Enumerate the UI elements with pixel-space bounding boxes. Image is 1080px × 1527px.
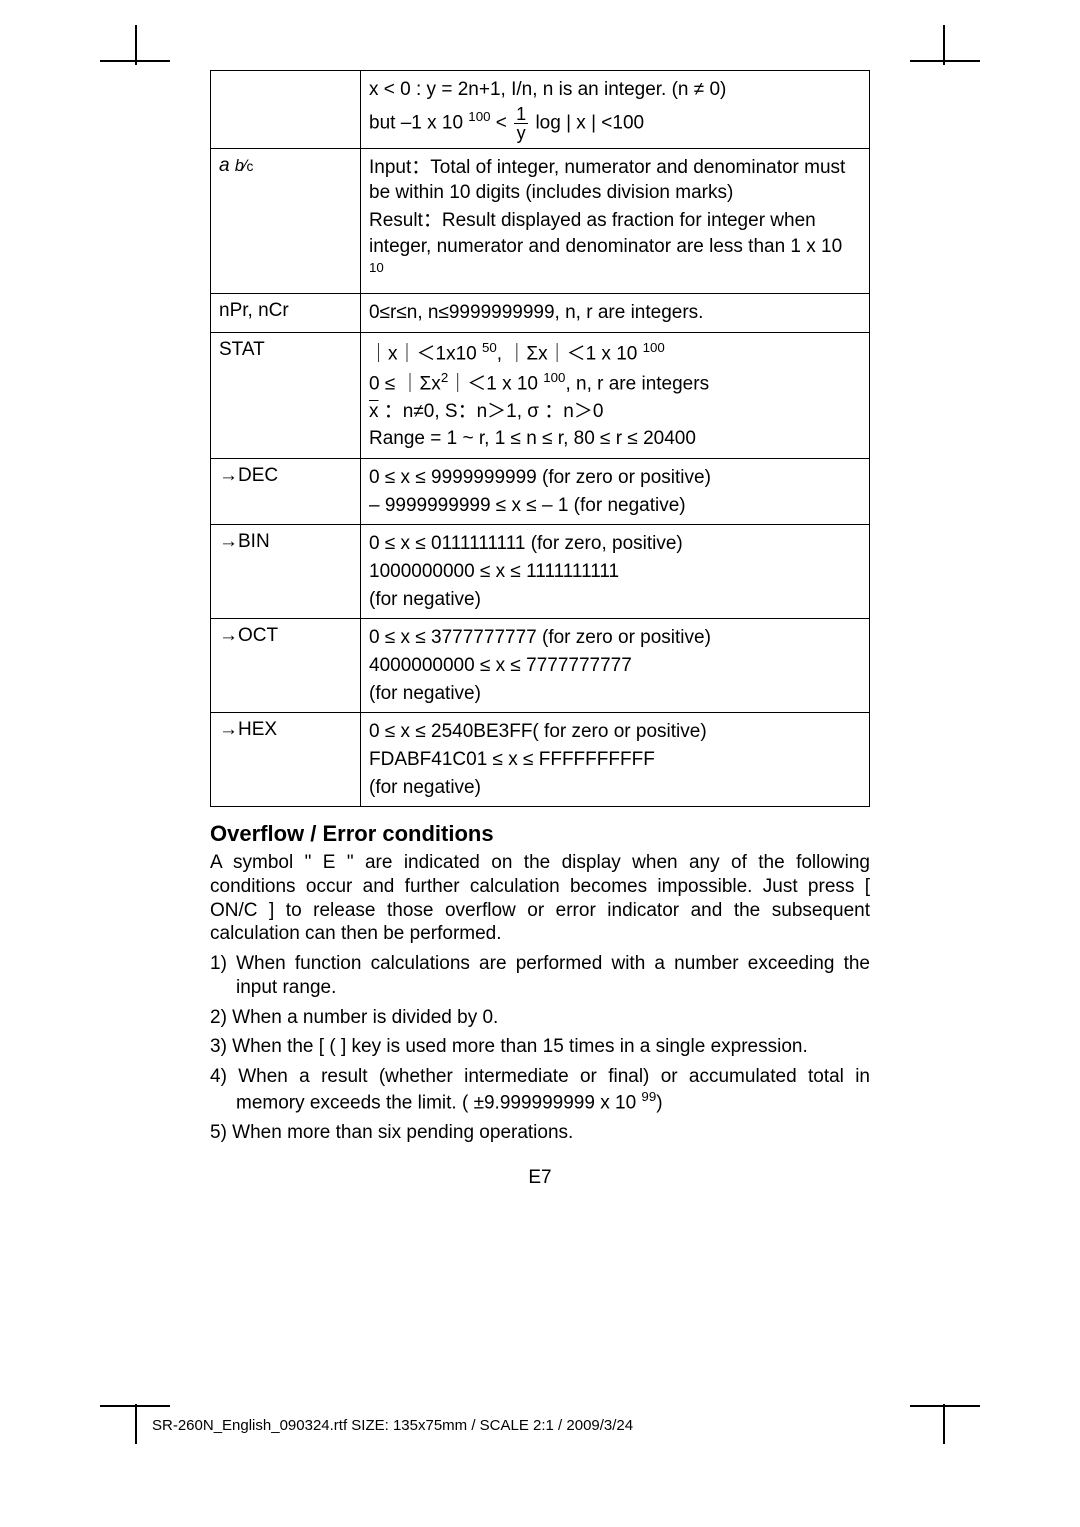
page-number: E7 (210, 1167, 870, 1189)
table-right-cell: 0≤r≤n, n≤9999999999, n, r are integers. (361, 294, 870, 333)
condition-list-item: 3) When the [ ( ] key is used more than … (210, 1035, 870, 1059)
condition-list-item: 4) When a result (whether intermediate o… (210, 1065, 870, 1115)
table-right-cell: x < 0 : y = 2n+1, I/n, n is an integer. … (361, 71, 870, 149)
crop-vmark-bottom-left (135, 1404, 137, 1444)
table-left-cell: →DEC (211, 459, 361, 525)
table-right-cell: Input：Total of integer, numerator and de… (361, 148, 870, 294)
table-left-cell: STAT (211, 332, 361, 458)
overflow-paragraph: A symbol " E " are indicated on the disp… (210, 851, 870, 946)
table-left-cell: nPr, nCr (211, 294, 361, 333)
condition-list-item: 1) When function calculations are perfor… (210, 952, 870, 1000)
table-right-cell: 0 ≤ x ≤ 2540BE3FF( for zero or positive)… (361, 713, 870, 807)
table-left-cell: →OCT (211, 619, 361, 713)
table-left-cell (211, 71, 361, 149)
crop-mark-top-right (910, 60, 980, 62)
condition-list-item: 2) When a number is divided by 0. (210, 1006, 870, 1030)
table-right-cell: ｜x｜＜1x10 50, ｜Σx｜＜1 x 10 1000 ≤ ｜Σx2｜＜1 … (361, 332, 870, 458)
crop-vmark-top-left (135, 25, 137, 65)
footer-info: SR-260N_English_090324.rtf SIZE: 135x75m… (152, 1417, 633, 1434)
crop-mark-bottom-right (910, 1405, 980, 1407)
section-heading: Overflow / Error conditions (210, 821, 870, 847)
table-left-cell: a b⁄c (211, 148, 361, 294)
specifications-table: x < 0 : y = 2n+1, I/n, n is an integer. … (210, 70, 870, 807)
table-left-cell: →BIN (211, 525, 361, 619)
page-content: x < 0 : y = 2n+1, I/n, n is an integer. … (210, 70, 870, 1189)
crop-vmark-top-right (943, 25, 945, 65)
table-left-cell: →HEX (211, 713, 361, 807)
table-right-cell: 0 ≤ x ≤ 9999999999 (for zero or positive… (361, 459, 870, 525)
crop-vmark-bottom-right (943, 1404, 945, 1444)
table-right-cell: 0 ≤ x ≤ 3777777777 (for zero or positive… (361, 619, 870, 713)
table-right-cell: 0 ≤ x ≤ 0111111111 (for zero, positive)1… (361, 525, 870, 619)
condition-list-item: 5) When more than six pending operations… (210, 1121, 870, 1145)
